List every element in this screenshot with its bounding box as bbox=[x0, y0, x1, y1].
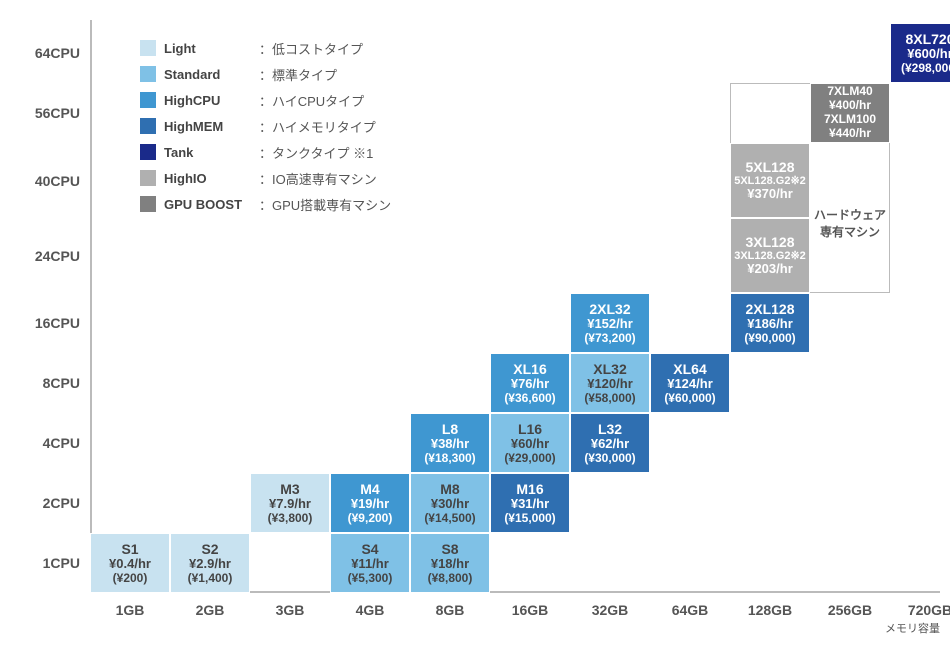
legend: Light：低コストタイプStandard：標準タイプHighCPU：ハイCPU… bbox=[140, 35, 391, 217]
plan-cell-S4: S4¥11/hr(¥5,300) bbox=[330, 533, 410, 593]
y-axis-label: 4CPU bbox=[10, 435, 80, 451]
x-axis-label: 256GB bbox=[810, 602, 890, 618]
plan-cell-M4: M4¥19/hr(¥9,200) bbox=[330, 473, 410, 533]
plan-cell-L8: L8¥38/hr(¥18,300) bbox=[410, 413, 490, 473]
plan-cell-S2: S2¥2.9/hr(¥1,400) bbox=[170, 533, 250, 593]
legend-item-gpuboost: GPU BOOST：GPU搭載専有マシン bbox=[140, 191, 391, 217]
legend-swatch bbox=[140, 118, 156, 134]
legend-item-light: Light：低コストタイプ bbox=[140, 35, 391, 61]
legend-desc: ：ハイメモリタイプ bbox=[259, 117, 376, 136]
legend-name: Standard bbox=[164, 67, 259, 82]
legend-swatch bbox=[140, 170, 156, 186]
plan-cell-S1: S1¥0.4/hr(¥200) bbox=[90, 533, 170, 593]
x-axis-label: 128GB bbox=[730, 602, 810, 618]
legend-name: HighIO bbox=[164, 171, 259, 186]
y-axis-label: 1CPU bbox=[10, 555, 80, 571]
x-axis-label: 32GB bbox=[570, 602, 650, 618]
legend-item-tank: Tank：タンクタイプ ※1 bbox=[140, 139, 391, 165]
legend-name: HighCPU bbox=[164, 93, 259, 108]
x-axis-label: 3GB bbox=[250, 602, 330, 618]
y-axis-label: 64CPU bbox=[10, 45, 80, 61]
legend-desc: ：GPU搭載専有マシン bbox=[259, 195, 391, 214]
pricing-grid-chart: ハードウェア専有マシン S1¥0.4/hr(¥200)S2¥2.9/hr(¥1,… bbox=[10, 10, 940, 638]
legend-desc: ：ハイCPUタイプ bbox=[259, 91, 364, 110]
plan-cell-M16: M16¥31/hr(¥15,000) bbox=[490, 473, 570, 533]
legend-name: HighMEM bbox=[164, 119, 259, 134]
legend-name: Tank bbox=[164, 145, 259, 160]
y-axis-label: 24CPU bbox=[10, 248, 80, 264]
y-axis-label: 40CPU bbox=[10, 173, 80, 189]
legend-item-standard: Standard：標準タイプ bbox=[140, 61, 391, 87]
y-axis-line bbox=[90, 20, 92, 593]
legend-desc: ：標準タイプ bbox=[259, 65, 337, 84]
legend-swatch bbox=[140, 92, 156, 108]
plan-cell-L16: L16¥60/hr(¥29,000) bbox=[490, 413, 570, 473]
legend-name: GPU BOOST bbox=[164, 197, 259, 212]
plan-cell-8XL720: 8XL720¥600/hr(¥298,000) bbox=[890, 23, 950, 83]
hardware-dedicated-label: ハードウェア専有マシン bbox=[810, 206, 890, 240]
x-axis-label: 4GB bbox=[330, 602, 410, 618]
legend-item-highio: HighIO：IO高速専有マシン bbox=[140, 165, 391, 191]
plan-cell-M8: M8¥30/hr(¥14,500) bbox=[410, 473, 490, 533]
legend-name: Light bbox=[164, 41, 259, 56]
plan-cell-multi: 7XLM40¥400/hr7XLM100¥440/hr bbox=[810, 83, 890, 143]
plan-cell-XL64: XL64¥124/hr(¥60,000) bbox=[650, 353, 730, 413]
legend-desc: ：IO高速専有マシン bbox=[259, 169, 377, 188]
plan-cell-L32: L32¥62/hr(¥30,000) bbox=[570, 413, 650, 473]
x-axis-label: 1GB bbox=[90, 602, 170, 618]
plan-cell-2XL128: 2XL128¥186/hr(¥90,000) bbox=[730, 293, 810, 353]
y-axis-label: 2CPU bbox=[10, 495, 80, 511]
y-axis-label: 56CPU bbox=[10, 105, 80, 121]
plan-cell-S8: S8¥18/hr(¥8,800) bbox=[410, 533, 490, 593]
legend-item-highcpu: HighCPU：ハイCPUタイプ bbox=[140, 87, 391, 113]
x-axis-label: 16GB bbox=[490, 602, 570, 618]
legend-swatch bbox=[140, 196, 156, 212]
legend-desc: ：タンクタイプ ※1 bbox=[259, 143, 373, 162]
x-axis-label: 64GB bbox=[650, 602, 730, 618]
x-axis-title: メモリ容量 bbox=[885, 620, 940, 636]
plan-cell-M3: M3¥7.9/hr(¥3,800) bbox=[250, 473, 330, 533]
plan-cell-XL32: XL32¥120/hr(¥58,000) bbox=[570, 353, 650, 413]
legend-swatch bbox=[140, 144, 156, 160]
plan-cell-3XL128: 3XL1283XL128.G2※2¥203/hr bbox=[730, 218, 810, 293]
legend-desc: ：低コストタイプ bbox=[259, 39, 363, 58]
y-axis-label: 8CPU bbox=[10, 375, 80, 391]
plan-cell-5XL128: 5XL1285XL128.G2※2¥370/hr bbox=[730, 143, 810, 218]
x-axis-label: 2GB bbox=[170, 602, 250, 618]
y-axis-label: 16CPU bbox=[10, 315, 80, 331]
legend-swatch bbox=[140, 66, 156, 82]
legend-swatch bbox=[140, 40, 156, 56]
plan-cell-XL16: XL16¥76/hr(¥36,600) bbox=[490, 353, 570, 413]
legend-item-highmem: HighMEM：ハイメモリタイプ bbox=[140, 113, 391, 139]
x-axis-label: 720GB bbox=[890, 602, 950, 618]
plan-cell-2XL32: 2XL32¥152/hr(¥73,200) bbox=[570, 293, 650, 353]
x-axis-label: 8GB bbox=[410, 602, 490, 618]
